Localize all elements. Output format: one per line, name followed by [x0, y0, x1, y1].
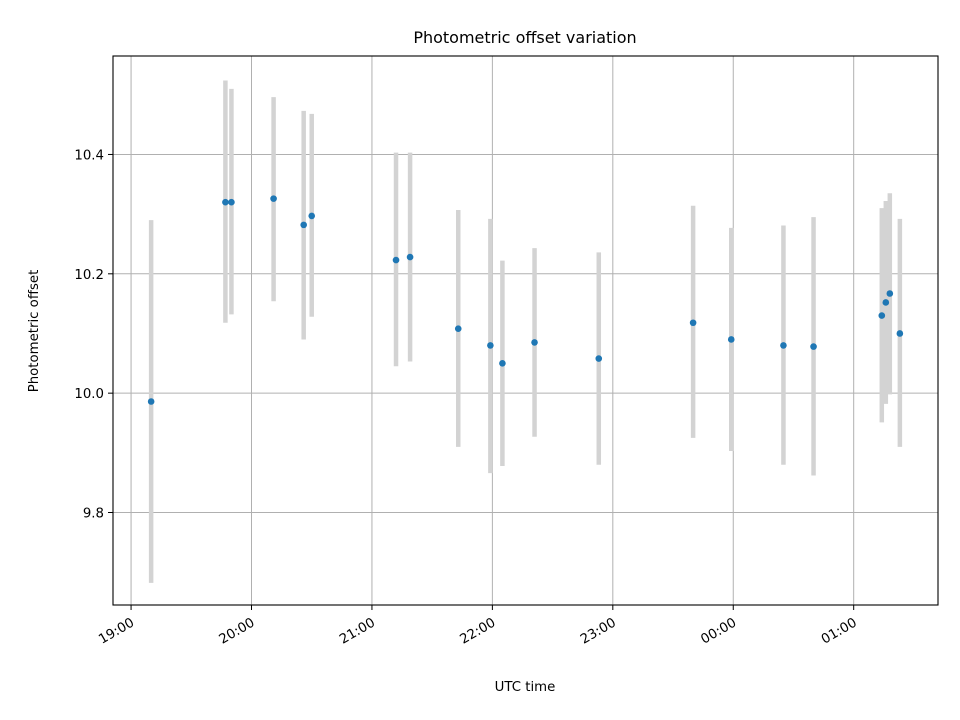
- data-point: [147, 398, 155, 405]
- data-point: [595, 355, 603, 362]
- data-point: [454, 325, 462, 333]
- data-point: [882, 299, 890, 306]
- data-point: [487, 342, 494, 349]
- plot-frame: [112, 55, 939, 606]
- y-axis: 9.8 10.0 10.2 10.4: [74, 148, 113, 522]
- data-point: [780, 342, 787, 349]
- y-tick-label: 10.2: [74, 268, 104, 283]
- data-point: [531, 339, 538, 346]
- y-tick-label: 9.8: [83, 507, 104, 522]
- data-point: [499, 360, 506, 367]
- data-point: [727, 336, 735, 343]
- x-axis-label: UTC time: [495, 680, 556, 695]
- data-point: [392, 256, 400, 264]
- y-tick-label: 10.0: [74, 387, 104, 402]
- data-points: [147, 195, 904, 405]
- data-point: [308, 212, 316, 220]
- data-point: [228, 198, 235, 206]
- data-point: [886, 290, 894, 297]
- y-tick-label: 10.4: [74, 148, 104, 163]
- data-point: [878, 312, 886, 319]
- data-point: [270, 195, 277, 202]
- data-point: [300, 221, 307, 229]
- data-point: [896, 330, 904, 337]
- data-point: [689, 319, 697, 327]
- data-point: [222, 198, 229, 206]
- y-axis-label: Photometric offset: [27, 270, 42, 393]
- data-point: [406, 253, 414, 261]
- chart-title: Photometric offset variation: [413, 28, 636, 47]
- data-point: [810, 343, 817, 350]
